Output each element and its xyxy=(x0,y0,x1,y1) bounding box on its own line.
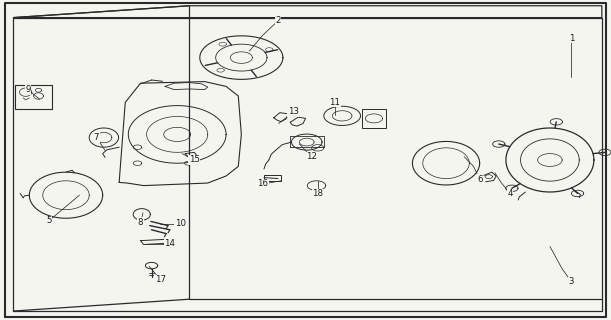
Text: 11: 11 xyxy=(329,98,340,107)
Text: 9: 9 xyxy=(26,85,31,94)
Text: 16: 16 xyxy=(257,180,268,188)
Text: 8: 8 xyxy=(137,218,144,227)
Bar xyxy=(15,85,52,109)
Text: 14: 14 xyxy=(164,239,175,248)
Text: 6: 6 xyxy=(477,175,483,184)
Text: 12: 12 xyxy=(306,152,317,161)
Text: 1: 1 xyxy=(568,34,574,43)
Text: 5: 5 xyxy=(46,216,52,225)
Text: 15: 15 xyxy=(189,156,200,164)
Text: 13: 13 xyxy=(288,108,299,116)
Text: 3: 3 xyxy=(568,277,574,286)
Text: 4: 4 xyxy=(507,189,513,198)
Text: 17: 17 xyxy=(155,276,166,284)
Text: 7: 7 xyxy=(93,133,100,142)
Bar xyxy=(362,109,386,128)
Text: 18: 18 xyxy=(312,189,323,198)
Bar xyxy=(264,175,281,181)
Text: 10: 10 xyxy=(175,220,186,228)
Text: 2: 2 xyxy=(275,16,281,25)
